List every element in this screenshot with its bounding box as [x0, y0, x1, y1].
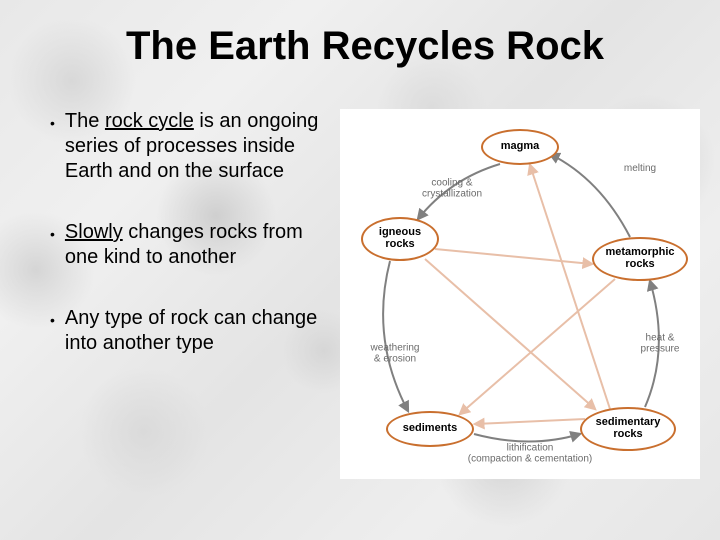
bullet-underline: rock cycle — [105, 110, 194, 132]
edge-igneous-to-metamorphic — [435, 249, 592, 264]
process-cooling: cooling &crystallization — [422, 179, 482, 200]
node-sediments: sediments — [386, 411, 474, 447]
rock-cycle-diagram: magma igneousrocks metamorphicrocks sedimen… — [340, 109, 700, 479]
bullet-item: • Slowly changes rocks from one kind to … — [50, 220, 330, 270]
bullet-pre: The — [65, 110, 105, 132]
process-heatpress: heat &pressure — [641, 334, 680, 355]
bullet-item: • Any type of rock can change into anoth… — [50, 306, 330, 356]
edge-igneous-to-sedimentary — [425, 259, 595, 409]
bullet-underline: Slowly — [65, 221, 123, 243]
bullet-dot-icon: • — [50, 312, 55, 330]
node-metamorphic: metamorphicrocks — [592, 237, 688, 281]
node-label: igneousrocks — [379, 227, 421, 250]
content-row: • The rock cycle is an ongoing series of… — [50, 109, 680, 479]
node-sedimentary: sedimentaryrocks — [580, 407, 676, 451]
process-lith: lithification(compaction & cementation) — [468, 444, 593, 465]
edge-metamorphic-to-sediments — [460, 279, 615, 414]
node-label: metamorphicrocks — [605, 247, 674, 270]
process-weathering: weathering& erosion — [371, 344, 420, 365]
page-title: The Earth Recycles Rock — [50, 24, 680, 69]
bullet-text: Any type of rock can change into another… — [65, 306, 330, 356]
slide: The Earth Recycles Rock • The rock cycle… — [0, 0, 720, 540]
edge-igneous-to-sediments — [383, 261, 408, 411]
node-label: sedimentaryrocks — [596, 417, 661, 440]
process-melting: melting — [624, 164, 656, 175]
edge-sedimentary-to-sediments — [475, 419, 585, 424]
edge-sediments-to-sedimentary — [474, 434, 580, 442]
diagram-container: magma igneousrocks metamorphicrocks sedimen… — [340, 109, 700, 479]
node-label: magma — [501, 141, 540, 153]
node-magma: magma — [481, 129, 559, 165]
bullet-dot-icon: • — [50, 115, 55, 133]
node-igneous: igneousrocks — [361, 217, 439, 261]
bullet-list: • The rock cycle is an ongoing series of… — [50, 109, 330, 479]
bullet-text: The rock cycle is an ongoing series of p… — [65, 109, 330, 184]
edge-sedimentary-to-magma — [530, 165, 610, 409]
bullet-pre: Any type of rock can change into another… — [65, 307, 317, 354]
node-label: sediments — [403, 423, 457, 435]
edge-metamorphic-to-magma — [550, 154, 630, 237]
bullet-text: Slowly changes rocks from one kind to an… — [65, 220, 330, 270]
bullet-dot-icon: • — [50, 226, 55, 244]
bullet-item: • The rock cycle is an ongoing series of… — [50, 109, 330, 184]
